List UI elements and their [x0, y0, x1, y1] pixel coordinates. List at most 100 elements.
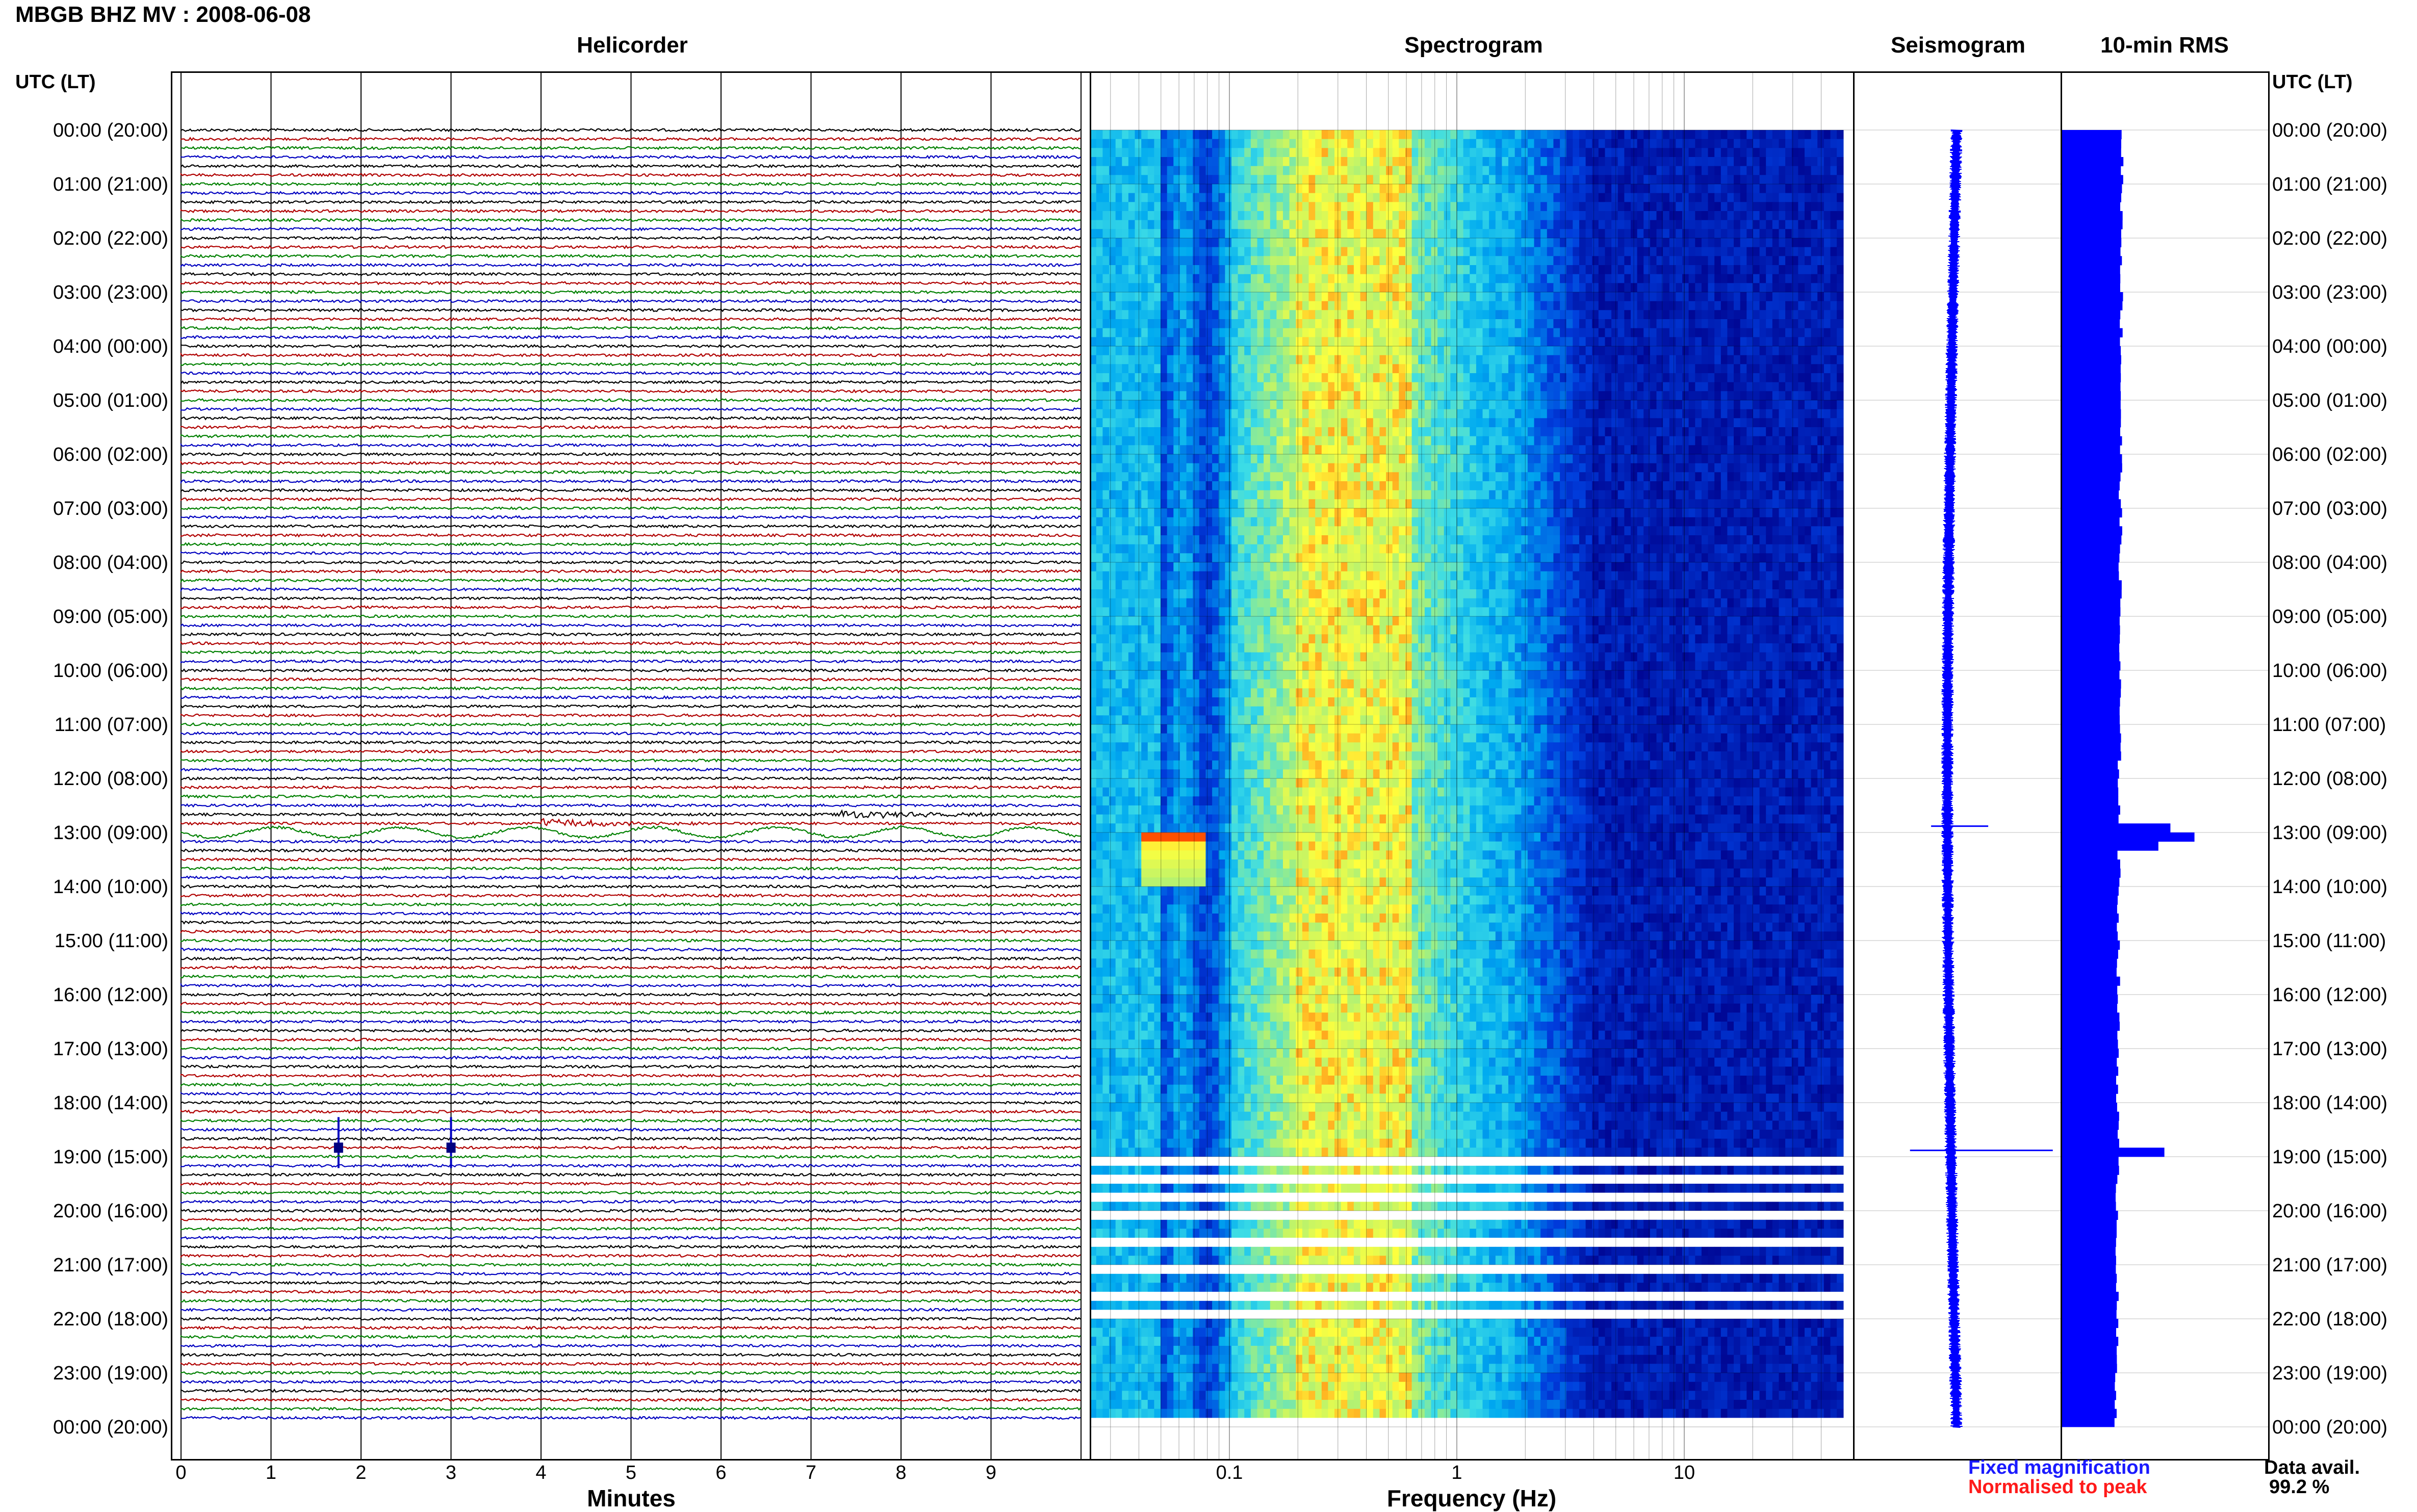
spectrogram-cell — [1650, 310, 1657, 319]
spectrogram-cell — [1328, 220, 1334, 229]
spectrogram-cell — [1605, 337, 1612, 346]
spectrogram-cell — [1386, 247, 1393, 256]
spectrogram-cell — [1534, 139, 1541, 148]
spectrogram-cell — [1199, 310, 1206, 319]
spectrogram-cell — [1637, 211, 1644, 220]
spectrogram-cell — [1135, 247, 1142, 256]
spectrogram-cell — [1109, 373, 1116, 382]
spectrogram-cell — [1624, 184, 1631, 193]
spectrogram-cell — [1470, 211, 1476, 220]
spectrogram-cell — [1091, 220, 1097, 229]
spectrogram-cell — [1393, 193, 1399, 202]
spectrogram-cell — [1727, 436, 1734, 446]
spectrogram-cell — [1431, 436, 1438, 446]
spectrogram-cell — [1360, 319, 1367, 328]
spectrogram-cell — [1637, 463, 1644, 473]
spectrogram-cell — [1811, 292, 1818, 301]
spectrogram-cell — [1669, 265, 1676, 274]
spectrogram-cell — [1824, 274, 1831, 283]
spectrogram-cell — [1135, 175, 1142, 184]
spectrogram-cell — [1676, 427, 1682, 436]
spectrogram-cell — [1154, 427, 1161, 436]
spectrogram-cell — [1437, 301, 1444, 310]
spectrogram-cell — [1173, 418, 1180, 427]
spectrogram-cell — [1534, 274, 1541, 283]
time-label-left: 17:00 (13:00) — [15, 1039, 168, 1059]
spectrogram-cell — [1515, 382, 1522, 392]
spectrogram-cell — [1695, 364, 1702, 373]
spectrogram-cell — [1734, 139, 1740, 148]
spectrogram-cell — [1599, 130, 1605, 139]
spectrogram-cell — [1573, 391, 1579, 400]
spectrogram-cell — [1528, 418, 1534, 427]
spectrogram-cell — [1412, 202, 1419, 211]
spectrogram-cell — [1096, 166, 1103, 175]
spectrogram-cell — [1496, 364, 1502, 373]
spectrogram-cell — [1302, 400, 1309, 409]
spectrogram-cell — [1283, 319, 1290, 328]
spectrogram-cell — [1091, 292, 1097, 301]
spectrogram-cell — [1592, 211, 1599, 220]
spectrogram-cell — [1489, 274, 1496, 283]
spectrogram-cell — [1244, 364, 1251, 373]
spectrogram-cell — [1785, 391, 1792, 400]
spectrogram-cell — [1772, 256, 1779, 265]
spectrogram-cell — [1721, 202, 1728, 211]
spectrogram-cell — [1805, 382, 1811, 392]
spectrogram-cell — [1483, 283, 1489, 292]
spectrogram-cell — [1521, 229, 1528, 238]
spectrogram-cell — [1521, 427, 1528, 436]
spectrogram-cell — [1354, 238, 1360, 247]
spectrogram-cell — [1753, 301, 1760, 310]
spectrogram-cell — [1579, 292, 1586, 301]
spectrogram-cell — [1476, 481, 1483, 490]
spectrogram-cell — [1386, 301, 1393, 310]
spectrogram-cell — [1772, 355, 1779, 364]
spectrogram-cell — [1811, 238, 1818, 247]
spectrogram-cell — [1579, 454, 1586, 463]
spectrogram-cell — [1180, 130, 1187, 139]
spectrogram-cell — [1450, 301, 1457, 310]
spectrogram-cell — [1373, 364, 1380, 373]
spectrogram-cell — [1534, 283, 1541, 292]
spectrogram-cell — [1534, 373, 1541, 382]
spectrogram-cell — [1663, 229, 1669, 238]
spectrogram-cell — [1702, 427, 1708, 436]
spectrogram-cell — [1708, 265, 1715, 274]
spectrogram-cell — [1682, 184, 1689, 193]
spectrogram-cell — [1225, 148, 1231, 157]
spectrogram-cell — [1605, 274, 1612, 283]
spectrogram-cell — [1091, 400, 1097, 409]
spectrogram-cell — [1328, 454, 1334, 463]
spectrogram-cell — [1721, 148, 1728, 157]
spectrogram-cell — [1785, 148, 1792, 157]
spectrogram-cell — [1496, 418, 1502, 427]
spectrogram-cell — [1167, 238, 1174, 247]
spectrogram-cell — [1528, 436, 1534, 446]
spectrogram-cell — [1579, 481, 1586, 490]
spectrogram-cell — [1508, 175, 1515, 184]
spectrogram-cell — [1637, 472, 1644, 481]
spectrogram-cell — [1650, 337, 1657, 346]
spectrogram-cell — [1470, 265, 1476, 274]
spectrogram-cell — [1091, 229, 1097, 238]
spectrogram-cell — [1437, 157, 1444, 166]
spectrogram-cell — [1766, 130, 1772, 139]
spectrogram-cell — [1831, 391, 1837, 400]
spectrogram-cell — [1161, 130, 1167, 139]
spectrogram-cell — [1251, 427, 1257, 436]
spectrogram-cell — [1354, 130, 1360, 139]
spectrogram-cell — [1199, 184, 1206, 193]
spectrogram-cell — [1102, 265, 1109, 274]
spectrogram-cell — [1116, 148, 1122, 157]
spectrogram-cell — [1393, 238, 1399, 247]
spectrogram-cell — [1270, 427, 1277, 436]
spectrogram-cell — [1096, 454, 1103, 463]
spectrogram-cell — [1547, 373, 1554, 382]
spectrogram-cell — [1161, 418, 1167, 427]
spectrogram-cell — [1837, 175, 1843, 184]
spectrogram-cell — [1540, 463, 1547, 473]
spectrogram-cell — [1264, 454, 1270, 463]
spectrogram-cell — [1534, 454, 1541, 463]
spectrogram-cell — [1264, 364, 1270, 373]
